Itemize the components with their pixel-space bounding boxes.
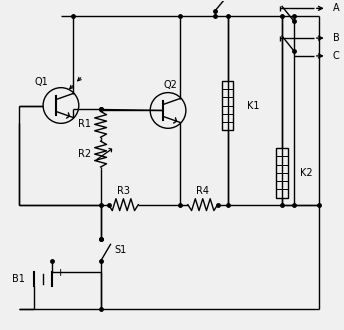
Text: C: C [333,51,340,61]
Text: R4: R4 [196,186,209,196]
Text: Q1: Q1 [34,77,48,87]
Text: K1: K1 [247,101,260,111]
Text: +: + [56,268,66,278]
Text: R2: R2 [78,149,91,159]
Text: A: A [333,3,339,13]
Bar [222,81,234,130]
Text: B1: B1 [12,274,25,284]
Text: S1: S1 [115,245,127,255]
Text: B: B [333,33,340,43]
Text: R1: R1 [78,119,91,129]
Text: Q2: Q2 [163,80,177,90]
Text: R3: R3 [117,186,130,196]
Text: K2: K2 [300,168,313,178]
Bar [276,148,288,198]
